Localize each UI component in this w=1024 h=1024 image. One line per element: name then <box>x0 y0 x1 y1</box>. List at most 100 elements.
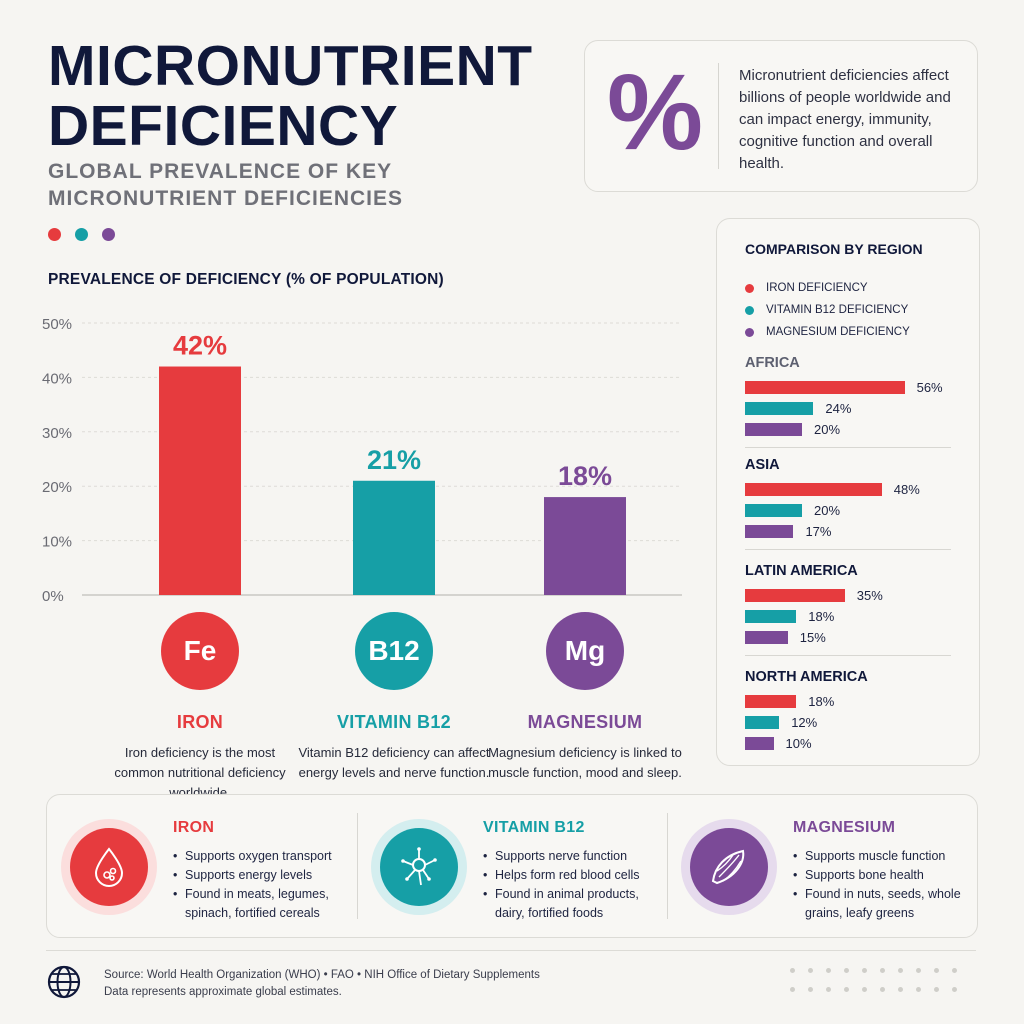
neuron-icon <box>401 847 437 886</box>
red-dot <box>48 228 61 241</box>
intro-text: Micronutrient deficiencies affect billio… <box>739 67 951 172</box>
bar-value-label: 42% <box>173 331 227 361</box>
region-bar-value: 56% <box>916 380 943 395</box>
region-bar-row: 20% <box>745 500 965 521</box>
b12-description: Vitamin B12 deficiency can affect energy… <box>298 745 490 780</box>
bar-vitamin-b12 <box>353 480 435 595</box>
b12-name: VITAMIN B12 <box>337 712 451 732</box>
intro-card: % Micronutrient deficiencies affect bill… <box>584 40 978 192</box>
benefit-b12-list: Supports nerve function Helps form red b… <box>483 847 663 923</box>
grid-dot <box>934 968 939 973</box>
region-africa: AFRICA 56% 24% 20% <box>745 355 965 440</box>
region-bar-row: 24% <box>745 398 965 419</box>
region-legend: IRON DEFICIENCY VITAMIN B12 DEFICIENCY M… <box>745 277 910 343</box>
list-item: Found in animal products, dairy, fortifi… <box>483 885 663 923</box>
grid-dot <box>844 987 849 992</box>
region-divider <box>745 549 951 550</box>
region-bar-value: 17% <box>805 524 832 539</box>
region-bar <box>745 716 780 729</box>
benefit-b12-title: VITAMIN B12 <box>483 819 585 836</box>
bar-magnesium <box>544 497 626 595</box>
legend-dot-icon <box>745 327 754 337</box>
nutrient-magnesium: Mg MAGNESIUM Magnesium deficiency is lin… <box>485 612 685 783</box>
decorative-dots <box>48 228 115 241</box>
grid-dot <box>952 987 957 992</box>
magnesium-name: MAGNESIUM <box>527 712 643 732</box>
legend-dot-icon <box>745 305 754 315</box>
b12-icon-circle <box>371 819 467 915</box>
region-comparison-card: COMPARISON BY REGION IRON DEFICIENCY VIT… <box>716 218 980 766</box>
iron-icon-inner <box>70 828 148 906</box>
region-asia: ASIA 48% 20% 17% <box>745 457 965 542</box>
benefit-divider <box>667 813 668 919</box>
y-tick-label: 50% <box>42 316 72 333</box>
region-bar-row: 56% <box>745 377 965 398</box>
source-note: Source: World Health Organization (WHO) … <box>104 967 540 1001</box>
region-bar-value: 24% <box>825 401 852 416</box>
region-bar-value: 35% <box>856 588 883 603</box>
muscle-icon <box>711 849 745 885</box>
list-item: Helps form red blood cells <box>483 866 663 885</box>
region-bar-row: 10% <box>745 733 965 754</box>
y-tick-label: 10% <box>42 534 72 551</box>
title-line-2: DEFICIENCY <box>48 94 399 158</box>
legend-label: VITAMIN B12 DEFICIENCY <box>766 304 909 316</box>
intro-divider <box>718 63 719 169</box>
region-bar <box>745 737 774 750</box>
benefit-iron-list: Supports oxygen transport Supports energ… <box>173 847 353 923</box>
benefit-iron-title: IRON <box>173 819 215 836</box>
grid-dot <box>934 987 939 992</box>
source-line-2: Data represents approximate global estim… <box>104 986 342 998</box>
iron-badge: Fe <box>161 612 239 690</box>
percent-icon: % <box>607 51 704 172</box>
region-bar <box>745 695 797 708</box>
chart-title: PREVALENCE OF DEFICIENCY (% OF POPULATIO… <box>48 271 444 288</box>
magnesium-badge: Mg <box>546 612 624 690</box>
region-name: ASIA <box>745 457 780 473</box>
list-item: Supports energy levels <box>173 866 353 885</box>
list-item: Supports muscle function <box>793 847 973 866</box>
region-name: NORTH AMERICA <box>745 669 868 685</box>
region-bar-row: 15% <box>745 627 965 648</box>
magnesium-icon-circle <box>681 819 777 915</box>
region-bar-value: 15% <box>799 630 826 645</box>
title-line-1: MICRONUTRIENT <box>48 34 533 98</box>
list-item: Found in nuts, seeds, whole grains, leaf… <box>793 885 973 923</box>
region-name: AFRICA <box>745 355 800 371</box>
decorative-dot-grid <box>790 968 958 992</box>
region-bar <box>745 610 797 623</box>
legend-item-iron: IRON DEFICIENCY <box>745 277 910 299</box>
subtitle-line-1: GLOBAL PREVALENCE OF KEY <box>48 160 393 183</box>
region-bar <box>745 589 845 602</box>
page-subtitle: GLOBAL PREVALENCE OF KEY MICRONUTRIENT D… <box>48 158 403 212</box>
purple-dot <box>102 228 115 241</box>
iron-icon-circle <box>61 819 157 915</box>
legend-label: MAGNESIUM DEFICIENCY <box>766 326 910 338</box>
benefit-magnesium-list: Supports muscle function Supports bone h… <box>793 847 973 923</box>
region-bar-row: 48% <box>745 479 965 500</box>
region-bar <box>745 504 802 517</box>
legend-item-magnesium: MAGNESIUM DEFICIENCY <box>745 321 910 343</box>
grid-dot <box>952 968 957 973</box>
grid-dot <box>826 968 831 973</box>
footer-divider <box>46 950 976 951</box>
grid-dot <box>808 987 813 992</box>
region-divider <box>745 447 951 448</box>
region-bar <box>745 381 905 394</box>
grid-dot <box>844 968 849 973</box>
grid-dot <box>898 987 903 992</box>
region-bar-row: 20% <box>745 419 965 440</box>
grid-dot <box>826 987 831 992</box>
region-bar-row: 35% <box>745 585 965 606</box>
region-bar-value: 18% <box>808 609 835 624</box>
region-bar-row: 18% <box>745 606 965 627</box>
list-item: Found in meats, legumes, spinach, fortif… <box>173 885 353 923</box>
bar-iron <box>159 366 241 595</box>
region-divider <box>745 655 951 656</box>
region-bar-row: 12% <box>745 712 965 733</box>
list-item: Supports nerve function <box>483 847 663 866</box>
region-name: LATIN AMERICA <box>745 563 858 579</box>
globe-icon <box>47 965 81 999</box>
y-tick-label: 0% <box>42 588 64 605</box>
benefit-divider <box>357 813 358 919</box>
